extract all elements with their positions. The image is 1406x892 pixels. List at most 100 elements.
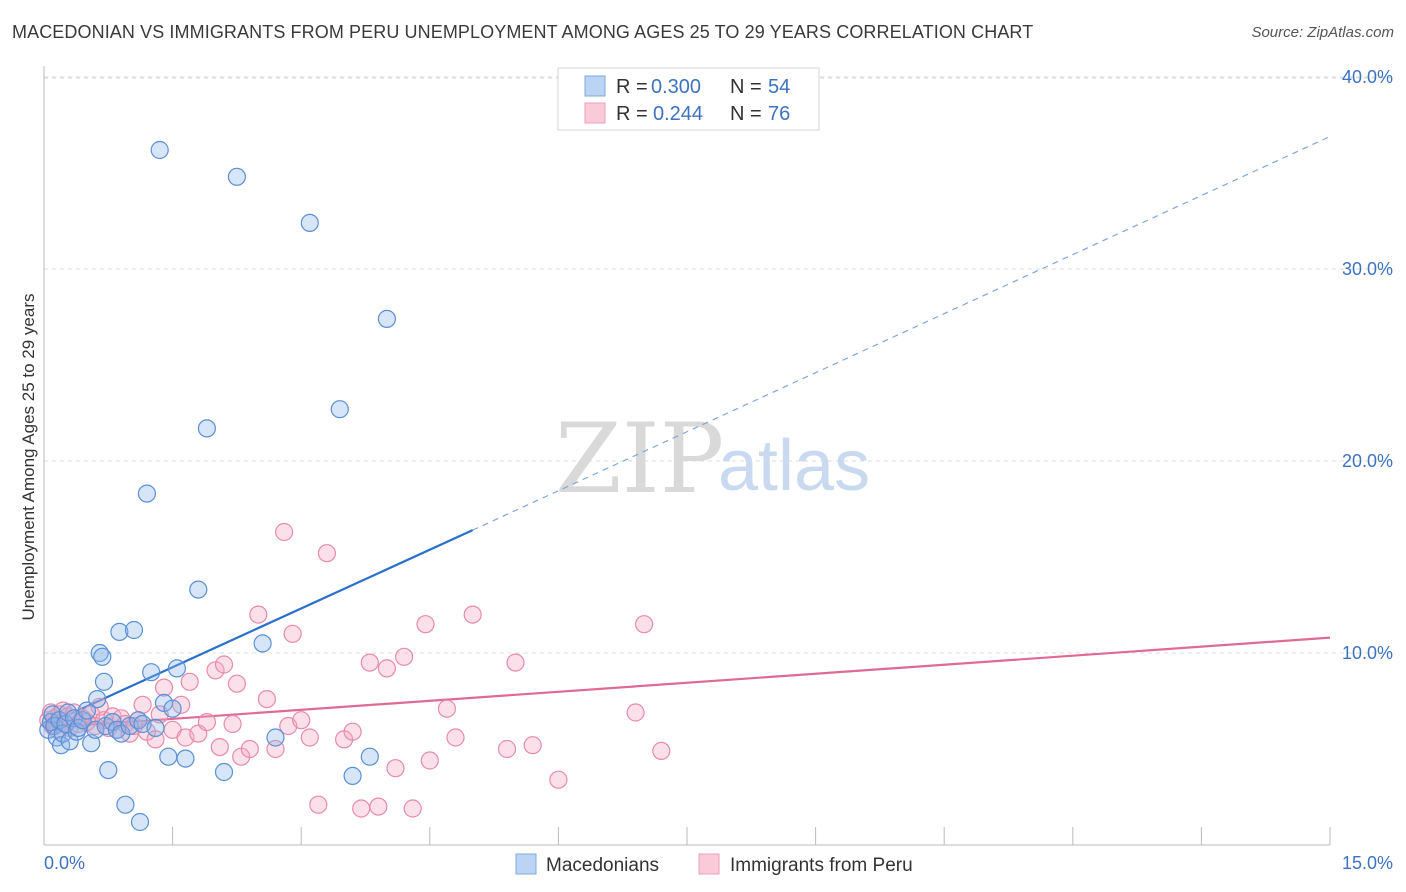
series-legend: Macedonians Immigrants from Peru [515,853,913,876]
legend-n-label-2: N = [730,103,762,125]
peru-point-62 [395,647,414,666]
macedonian-point-49 [300,213,319,232]
legend-n-value-1: 54 [768,76,790,98]
macedonian-point-45 [214,762,234,782]
watermark-zip: ZIP [555,403,724,515]
y-tick-label-3: 40.0% [1342,67,1393,87]
peru-point-64 [416,615,435,634]
legend-r-value-1: 0.300 [651,76,701,98]
macedonian-point-30 [124,620,144,640]
macedonian-point-16 [82,734,101,753]
macedonian-point-46 [227,167,246,186]
peru-point-56 [343,722,362,741]
macedonian-point-36 [146,718,165,738]
macedonian-point-10 [60,732,79,751]
peru-point-68 [463,605,482,624]
peru-trend-line [43,636,1331,729]
macedonian-point-51 [343,766,362,786]
macedonian-point-39 [159,747,178,766]
peru-point-48 [275,522,294,542]
grid-lines [44,76,1392,654]
legend-swatch-blue [584,75,606,97]
macedonian-point-21 [94,672,114,691]
peru-point-37 [197,712,216,732]
macedonian-point-6 [51,736,71,755]
macedonian-point-23 [99,760,118,780]
macedonian-point-37 [150,140,169,160]
legend-r-value-2: 0.244 [653,103,703,125]
peru-point-45 [249,605,268,624]
macedonian-point-20 [93,647,112,666]
watermark-atlas: atlas [718,426,870,506]
peru-point-59 [369,797,388,816]
macedonian-point-32 [130,812,150,832]
macedonian-point-41 [167,659,186,678]
peru-point-35 [180,672,199,691]
peru-point-54 [317,544,336,563]
peru-point-71 [523,736,542,755]
macedonian-points [39,140,396,832]
macedonian-point-48 [266,728,285,747]
macedonian-point-26 [110,622,129,642]
peru-point-69 [497,739,517,759]
trend-lines [43,135,1331,729]
tick-labels: 10.0% 20.0% 30.0% 40.0% 0.0% 15.0% [44,67,1393,873]
peru-point-40 [214,655,234,674]
macedonian-point-28 [116,795,135,814]
y-tick-label-0: 10.0% [1342,643,1393,663]
peru-point-31 [154,678,174,697]
peru-point-51 [292,711,311,730]
macedonian-point-34 [137,484,156,503]
macedonian-point-52 [360,747,379,766]
correlation-legend: R = 0.300 N = 54 R = 0.244 N = 76 [557,67,820,131]
peru-point-66 [437,699,456,718]
x-tick-label-1: 15.0% [1342,853,1393,873]
macedonian-point-17 [86,720,105,739]
legend-n-label-1: N = [730,76,762,98]
peru-point-63 [403,799,422,818]
series-swatch-peru [698,853,720,875]
peru-point-27 [133,695,152,714]
peru-point-58 [360,653,379,672]
legend-n-value-2: 76 [768,103,790,125]
macedonian-point-15 [77,701,97,720]
source-label: Source: ZipAtlas.com [1251,24,1394,41]
peru-point-73 [626,703,645,722]
peru-point-72 [549,770,568,789]
peru-point-53 [309,795,328,814]
peru-point-74 [634,615,654,634]
peru-point-65 [420,751,439,770]
x-tick-label-0: 0.0% [44,853,85,873]
macedonian-trend-extension [472,135,1331,531]
macedonian-point-35 [142,663,161,682]
macedonian-trend-line [43,529,474,727]
peru-point-39 [210,737,229,757]
macedonian-point-43 [189,580,208,599]
peru-point-52 [300,728,319,747]
peru-point-67 [446,728,465,747]
macedonian-point-18 [88,689,107,709]
chart-title: MACEDONIAN VS IMMIGRANTS FROM PERU UNEMP… [12,22,1034,42]
series-label-peru: Immigrants from Peru [730,855,913,876]
series-swatch-macedonians [515,853,537,875]
macedonian-point-42 [176,749,195,768]
peru-point-70 [506,653,525,672]
macedonian-point-53 [377,309,396,328]
series-label-macedonians: Macedonians [546,855,659,876]
peru-point-75 [652,741,671,761]
y-tick-label-1: 20.0% [1342,451,1393,471]
peru-point-44 [240,739,259,759]
peru-point-60 [377,659,396,678]
legend-swatch-pink [584,102,606,124]
peru-point-42 [227,674,246,693]
peru-point-50 [283,624,302,643]
peru-point-46 [257,689,276,709]
legend-r-label-1: R = [616,76,648,98]
peru-point-57 [352,799,371,818]
y-axis-label: Unemployment Among Ages 25 to 29 years [19,294,38,621]
y-tick-label-2: 30.0% [1342,259,1393,279]
watermark: ZIP atlas [555,403,870,515]
macedonian-point-40 [163,699,182,718]
peru-points [39,522,671,818]
